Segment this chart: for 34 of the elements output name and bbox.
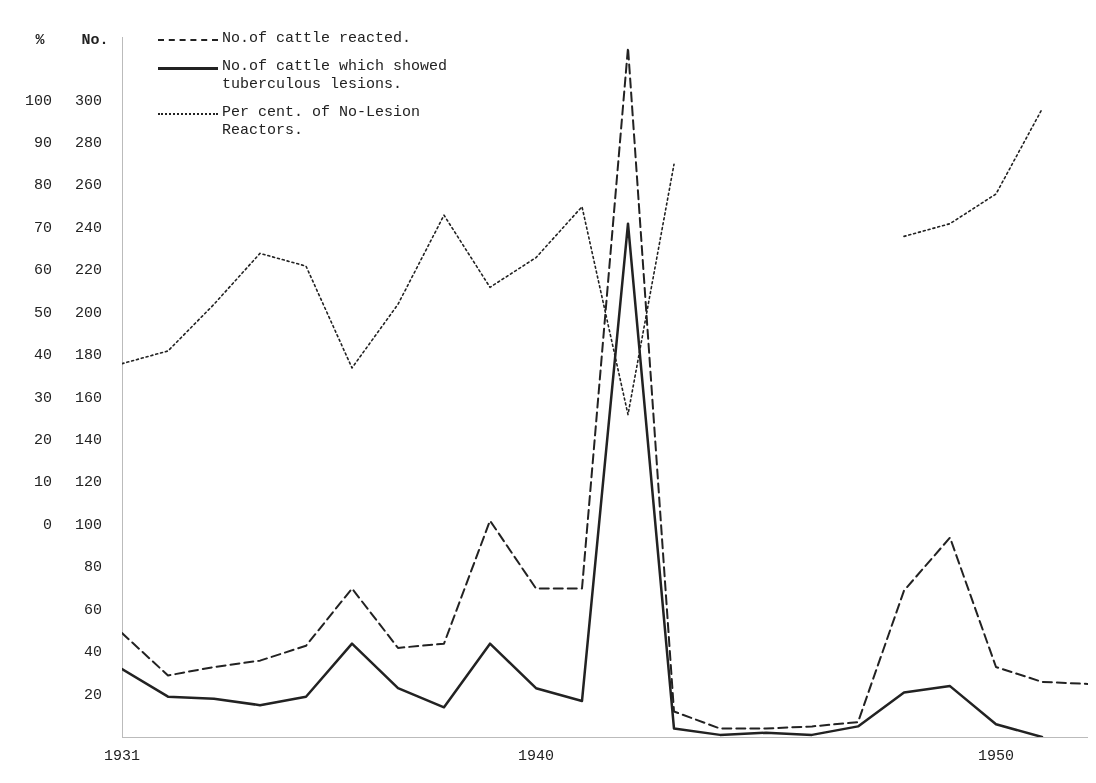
y2-tick-label: 20 [33, 432, 52, 449]
legend-label: No.of cattle reacted. [222, 30, 412, 48]
y-tick-label: 60 [83, 601, 102, 619]
y2-tick-label: 40 [33, 347, 52, 365]
legend-label: No.of cattle which showed tuberculous lesions. [222, 58, 449, 94]
y-tick-label: 300 [74, 92, 102, 110]
y-tick-label: 220 [74, 262, 102, 280]
x-tick-label: 1950 [977, 747, 1015, 765]
y-tick-label: 20 [83, 686, 102, 704]
y-tick-label: 280 [74, 135, 102, 153]
y-tick-label: 40 [83, 644, 102, 662]
y-tick-label: 80 [83, 559, 102, 577]
y-tick-label: 100 [74, 516, 102, 534]
y2-tick-label: 10 [33, 474, 52, 492]
y2-tick-label: 80 [33, 177, 52, 195]
y2-tick-label: 100 [24, 92, 52, 110]
x-tick-label: 1931 [103, 747, 141, 765]
y-tick-label: 200 [74, 304, 102, 322]
y2-tick-label: 0 [42, 516, 52, 534]
y-tick-label: 260 [74, 177, 102, 195]
y2-axis-title: % [35, 32, 46, 49]
y-tick-label: 240 [74, 219, 102, 237]
y-tick-label: 180 [74, 347, 102, 365]
y-tick-label: 140 [74, 432, 102, 449]
x-tick-label: 1940 [517, 747, 555, 765]
y2-tick-label: 60 [33, 262, 52, 280]
y2-tick-label: 50 [33, 304, 52, 322]
y2-tick-label: 90 [33, 135, 52, 153]
y-tick-label: 120 [74, 474, 102, 492]
y2-tick-label: 30 [33, 389, 52, 407]
legend-label: Per cent. of No-Lesion Reactors. [222, 104, 422, 140]
y-axis-title: No. [81, 32, 109, 49]
y2-tick-label: 70 [33, 219, 52, 237]
y-tick-label: 160 [74, 389, 102, 407]
